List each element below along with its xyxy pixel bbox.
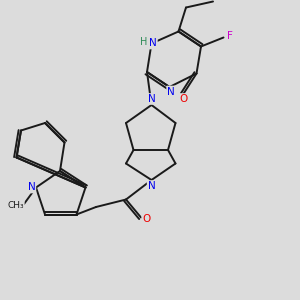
- Text: N: N: [28, 182, 35, 193]
- Text: N: N: [167, 86, 175, 97]
- Text: O: O: [179, 94, 187, 104]
- Text: N: N: [148, 94, 155, 104]
- Text: N: N: [149, 38, 157, 49]
- Text: N: N: [148, 181, 155, 191]
- Text: H: H: [140, 37, 148, 47]
- Text: F: F: [226, 31, 232, 41]
- Text: CH₃: CH₃: [7, 201, 24, 210]
- Text: O: O: [142, 214, 151, 224]
